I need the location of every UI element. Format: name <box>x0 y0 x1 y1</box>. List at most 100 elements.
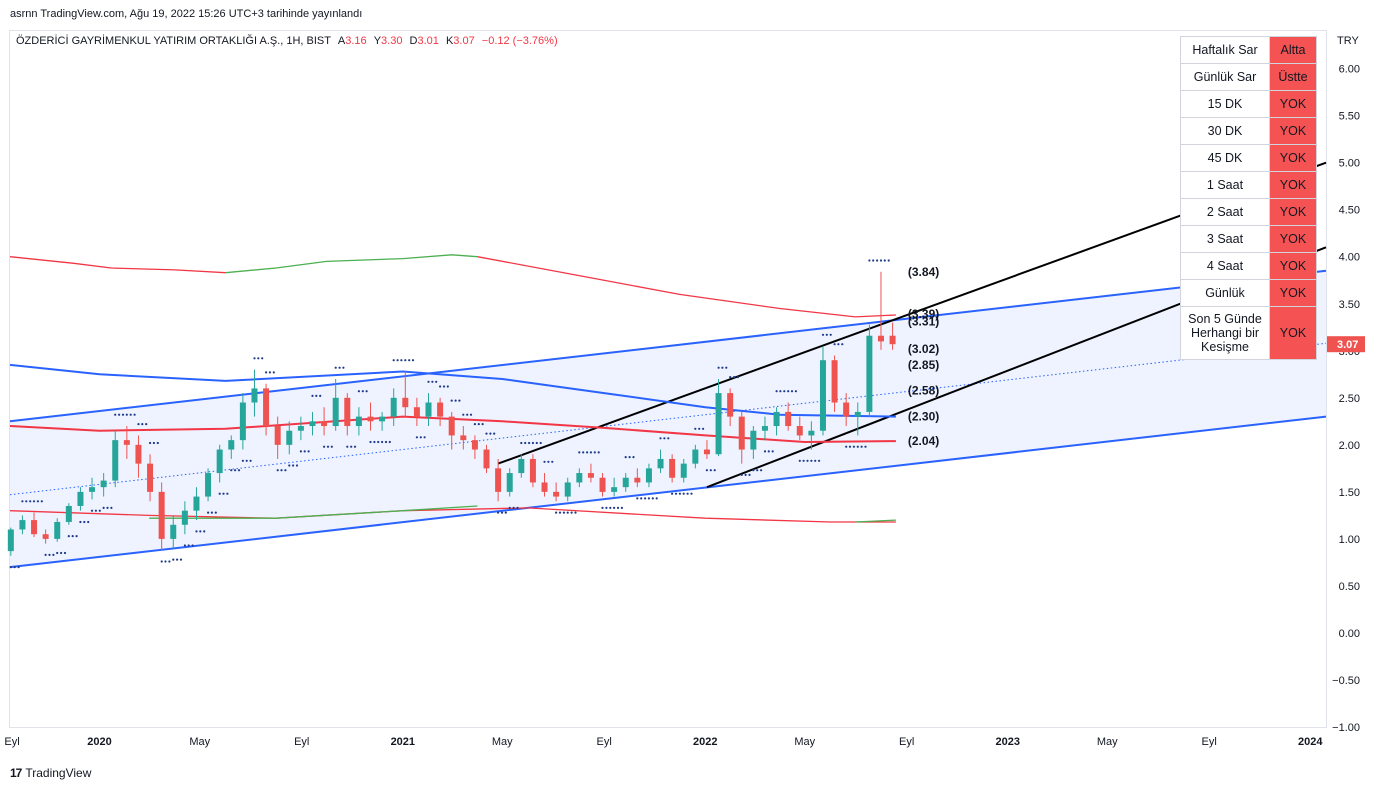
chart-pane[interactable] <box>9 30 1327 728</box>
signal-name: 3 Saat <box>1180 225 1270 253</box>
sar-dot <box>709 469 712 472</box>
sar-dot <box>423 436 426 439</box>
sar-dot <box>535 441 538 445</box>
candle-body <box>843 402 850 417</box>
sar-dot <box>392 359 395 362</box>
tradingview-logo[interactable]: 17 TradingView <box>10 766 91 780</box>
signal-row: 30 DK YOK <box>1180 117 1317 145</box>
sar-dot <box>207 511 210 514</box>
sar-dot <box>110 506 113 509</box>
x-tick-label: May <box>189 736 210 748</box>
candle-body <box>889 335 896 345</box>
sar-dot <box>729 376 732 379</box>
sar-dot <box>83 520 86 524</box>
candle-body <box>344 397 351 427</box>
signal-state: Altta <box>1269 36 1317 64</box>
candle-body <box>645 468 652 483</box>
sar-dot <box>446 385 449 388</box>
y-tick-label: 2.00 <box>1339 440 1360 452</box>
sar-dot <box>837 343 840 346</box>
sar-dot <box>450 399 453 402</box>
sar-dot <box>818 459 821 462</box>
sar-dot <box>632 456 635 459</box>
sar-dot <box>330 445 333 448</box>
candle-body <box>460 435 467 441</box>
sar-dot <box>172 558 175 561</box>
candle-body <box>518 458 525 474</box>
channel-area <box>10 270 1326 568</box>
sar-dot <box>520 441 523 445</box>
candles <box>7 271 896 556</box>
candle-body <box>553 491 560 497</box>
ma-long-green-top-line <box>225 254 478 274</box>
sar-dot <box>725 366 728 369</box>
signal-name: Son 5 Günde Herhangi bir Kesişme <box>1180 306 1270 360</box>
candle-body <box>239 402 246 441</box>
sar-dot <box>667 437 670 440</box>
level-labels: (3.84) (3.39)(3.31) (3.02) (2.85) (2.58) (2.3… <box>908 265 939 448</box>
y-tick-label: 5.00 <box>1339 158 1360 170</box>
sar-dot <box>241 459 244 462</box>
signal-table: Haftalık Sar Altta Günlük Sar Üstte 15 DK YOK… <box>1180 36 1317 360</box>
last-price-badge <box>1327 336 1365 353</box>
x-tick-label: 2020 <box>87 736 111 748</box>
candle-body <box>158 491 165 539</box>
sar-dot <box>852 445 856 448</box>
sar-dot <box>574 511 577 514</box>
signal-state: YOK <box>1269 144 1317 172</box>
sar-dot <box>102 506 105 509</box>
sar-dot <box>75 535 78 538</box>
sar-dot <box>702 427 705 430</box>
sar-dot <box>613 506 616 509</box>
sar-dot <box>578 451 581 454</box>
sar-dot <box>319 394 322 397</box>
sar-dot <box>848 445 852 448</box>
sar-dot <box>682 492 685 495</box>
sar-dot <box>67 535 70 538</box>
candle-body <box>622 477 629 488</box>
mid-dotted-line <box>9 342 1327 496</box>
sar-dot <box>13 566 16 569</box>
sar-dot <box>168 560 171 563</box>
signal-state: YOK <box>1269 279 1317 307</box>
sar-dot <box>36 500 40 503</box>
sar-dot <box>454 399 457 402</box>
ma-mid-red-line <box>9 415 896 444</box>
symbol-title[interactable]: ÖZDERİCİ GAYRİMENKUL YATIRIM ORTAKLIĞI A… <box>16 35 331 47</box>
sar-dot <box>404 359 407 362</box>
candle-body <box>727 393 734 417</box>
sar-dot <box>160 560 163 563</box>
candle-body <box>89 487 96 492</box>
sar-dot <box>856 445 859 448</box>
candle-body <box>42 534 49 539</box>
sar-dot <box>361 390 364 393</box>
candle-body <box>321 421 328 427</box>
ma-long-red-top-2-line <box>477 256 896 318</box>
candle-body <box>808 430 815 436</box>
sar-dot <box>346 445 349 448</box>
x-tick-label: 2024 <box>1298 736 1323 748</box>
sar-dot <box>531 441 535 445</box>
sar-dot <box>32 500 36 503</box>
sar-dot <box>497 511 500 514</box>
symbol-legend: ÖZDERİCİ GAYRİMENKUL YATIRIM ORTAKLIĞI A… <box>16 35 558 47</box>
sar-dot <box>582 451 585 454</box>
candle-body <box>796 426 803 436</box>
x-tick-label: Eyl <box>597 736 612 748</box>
sar-dot <box>98 509 101 512</box>
candle-body <box>413 407 420 417</box>
sar-dot <box>323 445 326 448</box>
candle-body <box>483 449 490 469</box>
sar-dot <box>721 366 724 369</box>
x-tick-label: May <box>794 736 815 748</box>
candle-body <box>680 463 687 478</box>
sar-dot <box>717 366 720 369</box>
candle-body <box>611 487 618 492</box>
sar-dot <box>357 390 360 393</box>
candle-body <box>65 505 72 522</box>
sar-dot <box>868 259 871 262</box>
sar-dot <box>156 441 159 445</box>
sar-dot <box>763 450 767 453</box>
candle-body <box>425 402 432 417</box>
